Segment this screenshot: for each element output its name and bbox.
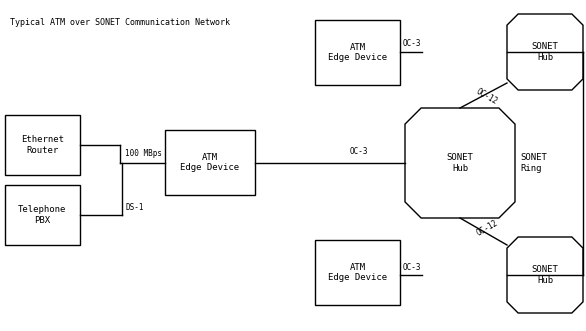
Bar [315,240,400,305]
Bar [5,115,80,175]
Text: Telephone
PBX: Telephone PBX [18,205,67,225]
Polygon shape [507,237,583,313]
Polygon shape [405,108,515,218]
Text: Ethernet
Router: Ethernet Router [21,135,64,155]
Text: SONET
Hub: SONET Hub [532,265,558,285]
Text: ATM
Edge Device: ATM Edge Device [180,153,240,172]
Text: OC-3: OC-3 [403,39,421,49]
Text: OC-3: OC-3 [350,148,369,157]
Polygon shape [507,14,583,90]
Text: SONET
Ring: SONET Ring [520,153,547,173]
Text: SONET
Hub: SONET Hub [532,42,558,62]
Text: ATM
Edge Device: ATM Edge Device [328,263,387,282]
Text: ATM
Edge Device: ATM Edge Device [328,43,387,62]
Bar [165,130,255,195]
Bar [315,20,400,85]
Text: 100 MBps: 100 MBps [125,149,162,158]
Text: OC-3: OC-3 [403,262,421,271]
Bar [5,185,80,245]
Text: OC-12: OC-12 [475,218,499,238]
Text: OC-12: OC-12 [475,87,499,107]
Text: SONET
Hub: SONET Hub [447,153,473,173]
Text: DS-1: DS-1 [125,203,144,212]
Text: Typical ATM over SONET Communication Network: Typical ATM over SONET Communication Net… [10,18,230,27]
